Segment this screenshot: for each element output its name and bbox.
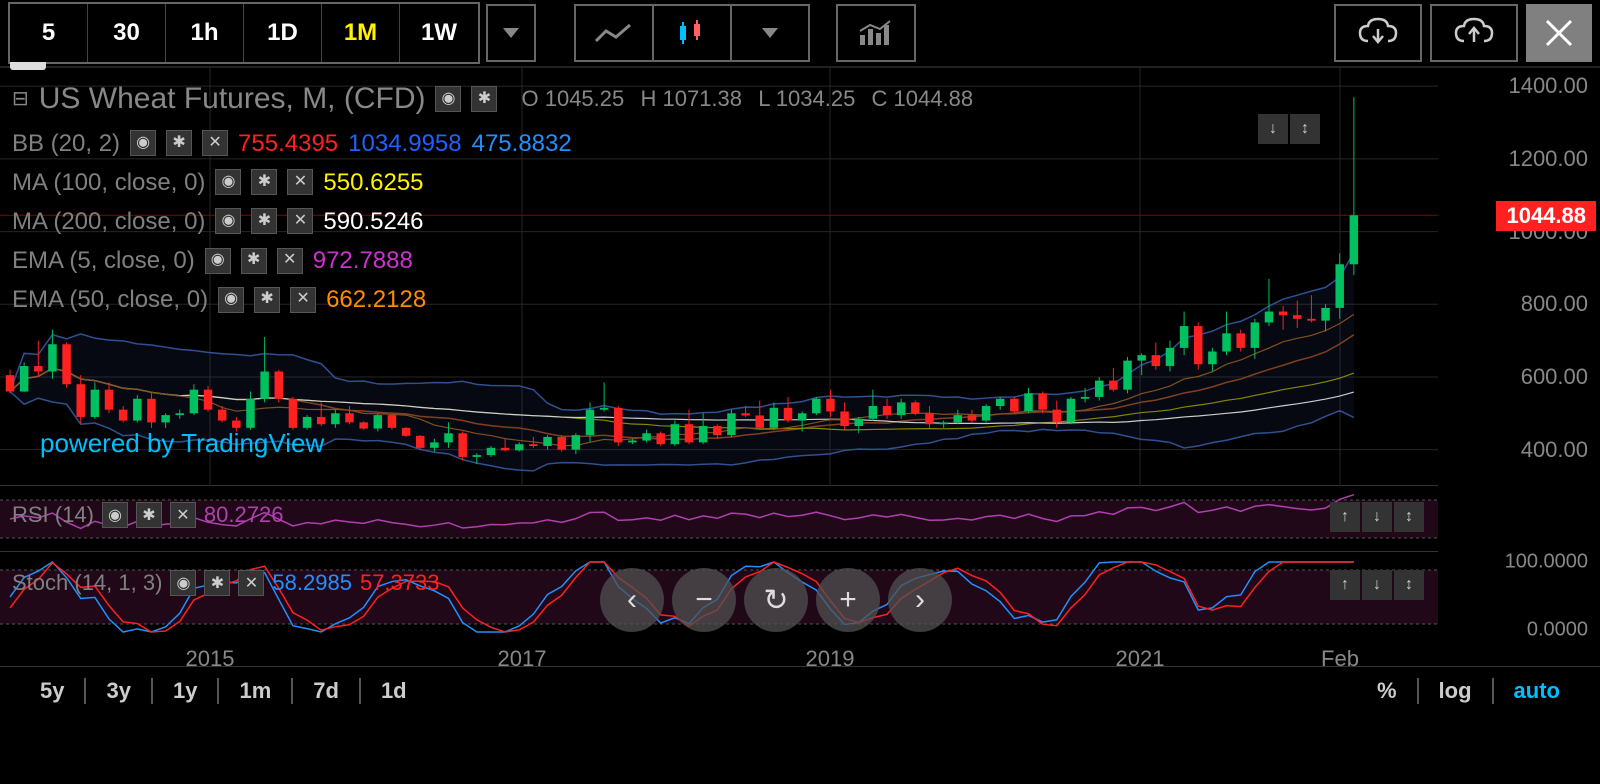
rsi-panel[interactable]: RSI (14) ◉ ✱ ✕ 80.2726 ↑ ↓ ↕	[0, 486, 1438, 552]
nav-controls: ‹ − ↻ + ›	[600, 568, 952, 632]
chart-type-candles[interactable]	[652, 4, 732, 62]
eye-icon[interactable]: ◉	[130, 130, 156, 156]
indicator-ema50: EMA (50, close, 0) ◉ ✱ ✕ 662.2128	[12, 281, 977, 318]
refresh-button[interactable]: ↻	[744, 568, 808, 632]
close-icon[interactable]: ✕	[287, 208, 313, 234]
scale-log[interactable]: log	[1419, 678, 1494, 704]
indicator-ma100: MA (100, close, 0) ◉ ✱ ✕ 550.6255	[12, 164, 977, 201]
range-1y[interactable]: 1y	[153, 678, 219, 704]
indicators-button[interactable]	[836, 4, 916, 62]
y-axis[interactable]: 1400.001200.001000.00800.00600.00400.001…	[1440, 68, 1600, 486]
x-tick-label: 2019	[806, 646, 855, 672]
stoch-legend: Stoch (14, 1, 3) ◉ ✱ ✕ 58.2985 57.3733	[12, 570, 439, 596]
download-button[interactable]	[1334, 4, 1422, 62]
x-axis[interactable]: 2015 2017 2019 2021 Feb	[0, 642, 1438, 678]
range-5y[interactable]: 5y	[20, 678, 86, 704]
nav-left-button[interactable]: ‹	[600, 568, 664, 632]
chart-legend: ⊟ US Wheat Futures, M, (CFD) ◉ ✱ O 1045.…	[12, 76, 977, 320]
gear-icon[interactable]: ✱	[241, 248, 267, 274]
gear-icon[interactable]: ✱	[251, 169, 277, 195]
gear-icon[interactable]: ✱	[204, 570, 230, 596]
x-tick-label: 2015	[186, 646, 235, 672]
timeframe-30[interactable]: 30	[88, 4, 166, 62]
timeframe-1M[interactable]: 1M	[322, 4, 400, 62]
range-7d[interactable]: 7d	[293, 678, 361, 704]
close-button[interactable]	[1526, 4, 1592, 62]
stoch-controls: ↑ ↓ ↕	[1330, 570, 1424, 600]
collapse-icon[interactable]: ⊟	[12, 84, 29, 115]
ohlc-readout: O 1045.25 H 1071.38 L 1034.25 C 1044.88	[521, 82, 977, 116]
scale-auto[interactable]: auto	[1494, 678, 1580, 704]
timeframe-1h[interactable]: 1h	[166, 4, 244, 62]
rsi-controls: ↑ ↓ ↕	[1330, 502, 1424, 532]
eye-icon[interactable]: ◉	[435, 86, 461, 112]
indicator-bb: BB (20, 2) ◉ ✱ ✕ 755.4395 1034.9958 475.…	[12, 125, 977, 162]
price-label: 1044.88	[1496, 201, 1596, 231]
scale-%[interactable]: %	[1357, 678, 1419, 704]
eye-icon[interactable]: ◉	[102, 502, 128, 528]
arrow-down-icon[interactable]: ↓	[1362, 570, 1392, 600]
arrow-up-icon[interactable]: ↑	[1330, 502, 1360, 532]
eye-icon[interactable]: ◉	[215, 169, 241, 195]
close-icon[interactable]: ✕	[287, 169, 313, 195]
gear-icon[interactable]: ✱	[166, 130, 192, 156]
close-icon[interactable]: ✕	[238, 570, 264, 596]
nav-right-button[interactable]: ›	[888, 568, 952, 632]
main-chart[interactable]: ⊟ US Wheat Futures, M, (CFD) ◉ ✱ O 1045.…	[0, 68, 1438, 486]
timeframe-group: 5301h1D1M1W	[8, 2, 480, 64]
arrow-up-icon[interactable]: ↑	[1330, 570, 1360, 600]
chart-type-dropdown[interactable]	[730, 4, 810, 62]
indicator-ma200: MA (200, close, 0) ◉ ✱ ✕ 590.5246	[12, 203, 977, 240]
range-3y[interactable]: 3y	[86, 678, 152, 704]
upload-button[interactable]	[1430, 4, 1518, 62]
arrow-down-icon[interactable]: ↓	[1362, 502, 1392, 532]
poweredby-label: powered by TradingView	[40, 428, 324, 459]
timeframe-5[interactable]: 5	[10, 4, 88, 62]
gear-icon[interactable]: ✱	[471, 86, 497, 112]
close-icon[interactable]: ✕	[290, 287, 316, 313]
gear-icon[interactable]: ✱	[136, 502, 162, 528]
eye-icon[interactable]: ◉	[170, 570, 196, 596]
toolbar: 5301h1D1M1W	[0, 0, 1600, 68]
timeframe-1D[interactable]: 1D	[244, 4, 322, 62]
eye-icon[interactable]: ◉	[218, 287, 244, 313]
toolbar-right-group	[1334, 4, 1592, 62]
chart-type-line[interactable]	[574, 4, 654, 62]
close-icon[interactable]: ✕	[277, 248, 303, 274]
x-tick-label: Feb	[1321, 646, 1359, 672]
timeframe-1W[interactable]: 1W	[400, 4, 478, 62]
arrows-updown-icon[interactable]: ↕	[1394, 502, 1424, 532]
chart-type-group	[574, 4, 808, 62]
gear-icon[interactable]: ✱	[251, 208, 277, 234]
arrows-updown-icon[interactable]: ↕	[1290, 114, 1320, 144]
rsi-legend: RSI (14) ◉ ✱ ✕ 80.2726	[12, 502, 283, 528]
chart-area: ⊟ US Wheat Futures, M, (CFD) ◉ ✱ O 1045.…	[0, 68, 1600, 666]
timeframe-dropdown[interactable]	[486, 4, 536, 62]
close-icon[interactable]: ✕	[170, 502, 196, 528]
indicator-ema5: EMA (5, close, 0) ◉ ✱ ✕ 972.7888	[12, 242, 977, 279]
yaxis-controls: ↓ ↕	[1258, 114, 1320, 144]
range-1m[interactable]: 1m	[219, 678, 293, 704]
eye-icon[interactable]: ◉	[215, 208, 241, 234]
arrows-updown-icon[interactable]: ↕	[1394, 570, 1424, 600]
chart-title: US Wheat Futures, M, (CFD)	[39, 76, 426, 123]
arrow-down-icon[interactable]: ↓	[1258, 114, 1288, 144]
x-tick-label: 2017	[498, 646, 547, 672]
gear-icon[interactable]: ✱	[254, 287, 280, 313]
close-icon[interactable]: ✕	[202, 130, 228, 156]
x-tick-label: 2021	[1116, 646, 1165, 672]
zoom-out-button[interactable]: −	[672, 568, 736, 632]
eye-icon[interactable]: ◉	[205, 248, 231, 274]
zoom-in-button[interactable]: +	[816, 568, 880, 632]
range-1d[interactable]: 1d	[361, 678, 427, 704]
